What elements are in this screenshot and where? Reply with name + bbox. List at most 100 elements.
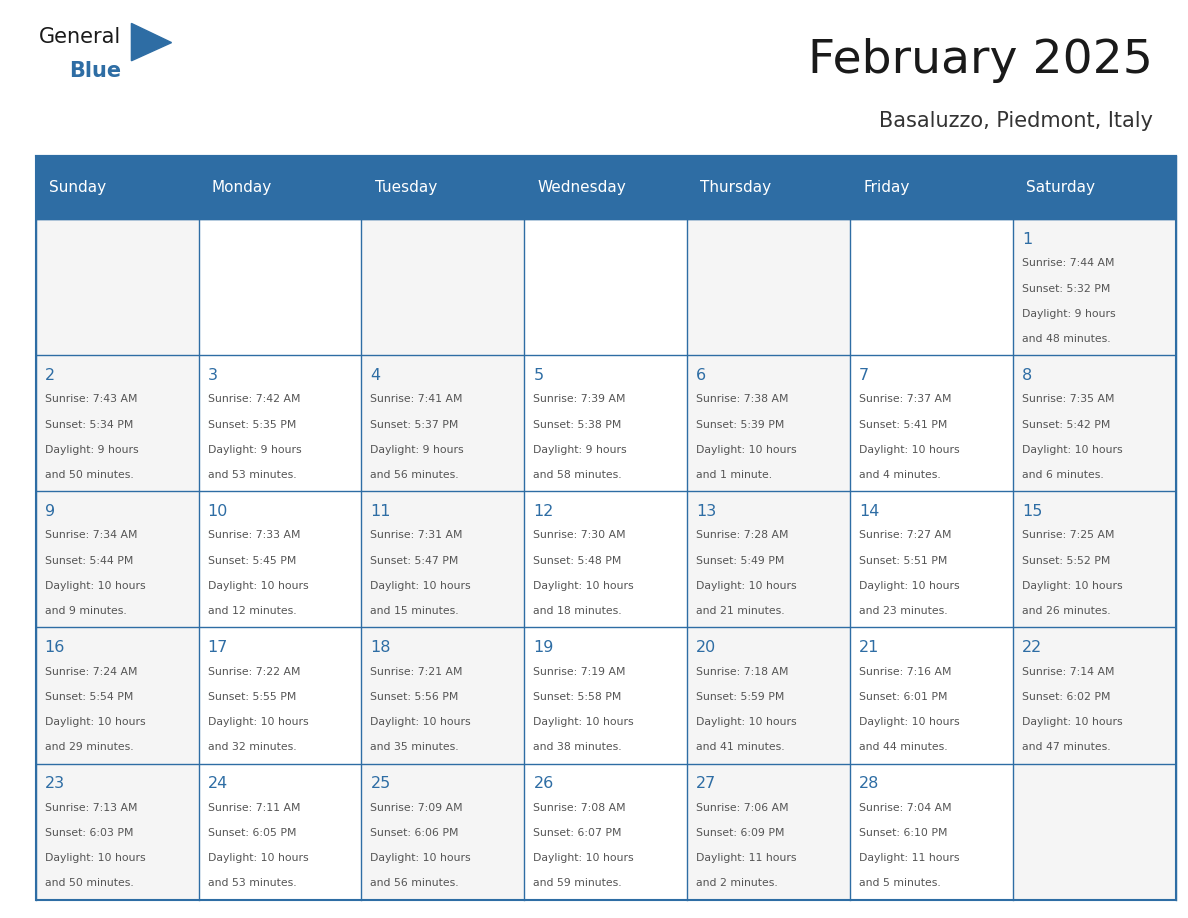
Bar — [851, 764, 1013, 900]
Text: 9: 9 — [45, 504, 55, 519]
Text: 22: 22 — [1022, 640, 1042, 655]
Text: Sunrise: 7:09 AM: Sunrise: 7:09 AM — [371, 802, 463, 812]
Text: Sunrise: 7:24 AM: Sunrise: 7:24 AM — [45, 666, 137, 677]
Bar — [361, 628, 524, 764]
Bar — [524, 628, 688, 764]
Text: Daylight: 9 hours: Daylight: 9 hours — [371, 444, 465, 454]
Text: Friday: Friday — [864, 180, 910, 196]
Text: Sunrise: 7:08 AM: Sunrise: 7:08 AM — [533, 802, 626, 812]
Bar — [851, 491, 1013, 628]
Text: Sunset: 5:38 PM: Sunset: 5:38 PM — [533, 420, 621, 430]
Text: 18: 18 — [371, 640, 391, 655]
Text: 16: 16 — [45, 640, 65, 655]
Text: Daylight: 10 hours: Daylight: 10 hours — [533, 853, 634, 863]
Text: 4: 4 — [371, 368, 380, 383]
Text: Daylight: 10 hours: Daylight: 10 hours — [1022, 717, 1123, 727]
Text: and 26 minutes.: and 26 minutes. — [1022, 606, 1111, 616]
Bar — [688, 628, 851, 764]
Text: Daylight: 9 hours: Daylight: 9 hours — [45, 444, 138, 454]
Bar — [36, 219, 198, 355]
Text: Sunset: 6:09 PM: Sunset: 6:09 PM — [696, 828, 785, 838]
Text: 8: 8 — [1022, 368, 1032, 383]
Text: 14: 14 — [859, 504, 879, 519]
Text: 25: 25 — [371, 777, 391, 791]
Text: Daylight: 10 hours: Daylight: 10 hours — [371, 717, 472, 727]
Text: February 2025: February 2025 — [808, 38, 1152, 83]
Text: 26: 26 — [533, 777, 554, 791]
Bar — [198, 764, 361, 900]
Text: and 35 minutes.: and 35 minutes. — [371, 742, 459, 752]
Text: Sunrise: 7:43 AM: Sunrise: 7:43 AM — [45, 395, 137, 405]
Text: Sunset: 5:49 PM: Sunset: 5:49 PM — [696, 555, 785, 565]
Text: Sunrise: 7:41 AM: Sunrise: 7:41 AM — [371, 395, 463, 405]
Text: and 21 minutes.: and 21 minutes. — [696, 606, 785, 616]
Text: and 50 minutes.: and 50 minutes. — [45, 470, 133, 480]
Text: and 53 minutes.: and 53 minutes. — [208, 879, 296, 888]
Text: 21: 21 — [859, 640, 879, 655]
Text: Sunrise: 7:21 AM: Sunrise: 7:21 AM — [371, 666, 463, 677]
Text: Daylight: 10 hours: Daylight: 10 hours — [696, 717, 797, 727]
Text: Sunset: 5:55 PM: Sunset: 5:55 PM — [208, 692, 296, 701]
Text: 24: 24 — [208, 777, 228, 791]
Text: Basaluzzo, Piedmont, Italy: Basaluzzo, Piedmont, Italy — [879, 111, 1152, 131]
Text: Sunset: 5:34 PM: Sunset: 5:34 PM — [45, 420, 133, 430]
Bar — [36, 491, 198, 628]
Text: and 56 minutes.: and 56 minutes. — [371, 879, 459, 888]
Text: Sunset: 5:37 PM: Sunset: 5:37 PM — [371, 420, 459, 430]
Text: Sunset: 5:47 PM: Sunset: 5:47 PM — [371, 555, 459, 565]
Text: General: General — [39, 27, 121, 47]
Text: Sunrise: 7:25 AM: Sunrise: 7:25 AM — [1022, 531, 1114, 541]
Text: Sunrise: 7:38 AM: Sunrise: 7:38 AM — [696, 395, 789, 405]
Text: 20: 20 — [696, 640, 716, 655]
Bar — [524, 491, 688, 628]
Text: Daylight: 10 hours: Daylight: 10 hours — [696, 444, 797, 454]
Text: 13: 13 — [696, 504, 716, 519]
Text: Sunrise: 7:18 AM: Sunrise: 7:18 AM — [696, 666, 789, 677]
Text: 27: 27 — [696, 777, 716, 791]
Text: and 58 minutes.: and 58 minutes. — [533, 470, 623, 480]
Text: Daylight: 10 hours: Daylight: 10 hours — [45, 717, 145, 727]
Text: Daylight: 11 hours: Daylight: 11 hours — [859, 853, 960, 863]
Text: Sunrise: 7:34 AM: Sunrise: 7:34 AM — [45, 531, 137, 541]
Text: Sunset: 5:39 PM: Sunset: 5:39 PM — [696, 420, 785, 430]
Text: Sunrise: 7:33 AM: Sunrise: 7:33 AM — [208, 531, 301, 541]
Text: Daylight: 10 hours: Daylight: 10 hours — [371, 853, 472, 863]
Text: Sunrise: 7:14 AM: Sunrise: 7:14 AM — [1022, 666, 1114, 677]
Text: Daylight: 10 hours: Daylight: 10 hours — [859, 444, 960, 454]
Text: Sunrise: 7:22 AM: Sunrise: 7:22 AM — [208, 666, 301, 677]
Bar — [688, 355, 851, 491]
Text: Sunrise: 7:31 AM: Sunrise: 7:31 AM — [371, 531, 463, 541]
Bar — [1013, 491, 1176, 628]
Text: Daylight: 10 hours: Daylight: 10 hours — [859, 581, 960, 591]
Text: Blue: Blue — [70, 61, 121, 81]
Bar — [851, 628, 1013, 764]
Text: 3: 3 — [208, 368, 217, 383]
Text: Sunset: 5:58 PM: Sunset: 5:58 PM — [533, 692, 621, 701]
Text: and 59 minutes.: and 59 minutes. — [533, 879, 623, 888]
Text: and 18 minutes.: and 18 minutes. — [533, 606, 623, 616]
Text: Daylight: 10 hours: Daylight: 10 hours — [208, 853, 308, 863]
Text: 10: 10 — [208, 504, 228, 519]
Text: Sunrise: 7:19 AM: Sunrise: 7:19 AM — [533, 666, 626, 677]
Text: and 48 minutes.: and 48 minutes. — [1022, 334, 1111, 344]
Text: and 2 minutes.: and 2 minutes. — [696, 879, 778, 888]
Text: 7: 7 — [859, 368, 870, 383]
Bar — [688, 219, 851, 355]
Bar — [36, 764, 198, 900]
Text: Daylight: 10 hours: Daylight: 10 hours — [208, 717, 308, 727]
Text: Sunset: 6:02 PM: Sunset: 6:02 PM — [1022, 692, 1111, 701]
Text: Daylight: 11 hours: Daylight: 11 hours — [696, 853, 797, 863]
Bar — [36, 355, 198, 491]
Text: Daylight: 10 hours: Daylight: 10 hours — [1022, 444, 1123, 454]
Text: Sunset: 5:52 PM: Sunset: 5:52 PM — [1022, 555, 1111, 565]
Text: Sunrise: 7:27 AM: Sunrise: 7:27 AM — [859, 531, 952, 541]
Text: Wednesday: Wednesday — [537, 180, 626, 196]
Text: Daylight: 9 hours: Daylight: 9 hours — [208, 444, 301, 454]
Text: Sunrise: 7:30 AM: Sunrise: 7:30 AM — [533, 531, 626, 541]
Bar — [524, 764, 688, 900]
Text: and 9 minutes.: and 9 minutes. — [45, 606, 126, 616]
Bar — [688, 491, 851, 628]
Text: Sunset: 6:10 PM: Sunset: 6:10 PM — [859, 828, 948, 838]
Text: 2: 2 — [45, 368, 55, 383]
Bar — [198, 628, 361, 764]
